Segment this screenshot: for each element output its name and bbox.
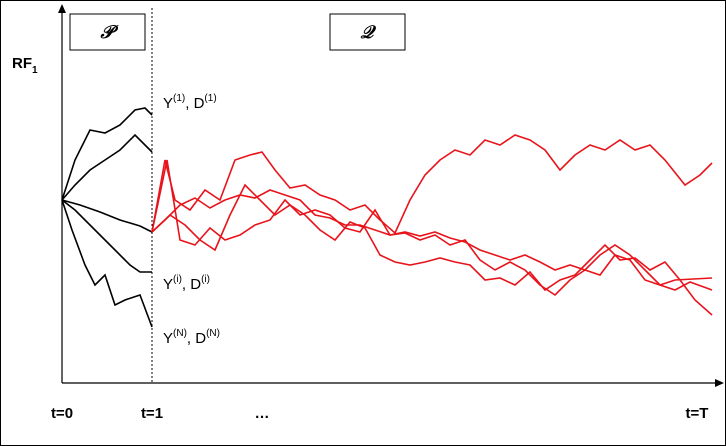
x-label: t=1 <box>141 405 163 422</box>
label-part: Y <box>163 330 173 347</box>
x-label: t=T <box>686 405 709 422</box>
path <box>61 107 153 201</box>
y-arrow <box>58 4 66 13</box>
panel-box <box>69 13 146 51</box>
label-part: (N) <box>173 328 187 339</box>
path <box>61 133 153 201</box>
label-part: (i) <box>173 274 182 285</box>
path <box>61 199 153 328</box>
path <box>61 199 152 273</box>
path <box>61 199 153 233</box>
label-part: (N) <box>206 328 220 339</box>
x-label: … <box>255 405 270 422</box>
path <box>151 189 713 291</box>
path <box>151 183 713 316</box>
path <box>151 159 713 297</box>
panel-box <box>329 13 406 51</box>
label-part: , D <box>185 95 204 112</box>
label-part: Y <box>163 95 173 112</box>
path-label: Y(i), D(i) <box>163 274 210 293</box>
label-part: (1) <box>173 93 185 104</box>
y-axis-label: RF1 <box>12 55 38 76</box>
path-label: Y(1), D(1) <box>163 93 217 112</box>
label-part: (i) <box>201 274 210 285</box>
path <box>151 134 713 235</box>
panel-label: 𝒬 <box>361 22 377 43</box>
x-label: t=0 <box>51 405 73 422</box>
y-label-sub: 1 <box>32 65 38 76</box>
label-part: , D <box>182 276 201 293</box>
path-label: Y(N), D(N) <box>163 328 220 347</box>
label-part: , D <box>187 330 206 347</box>
x-arrow <box>715 379 724 387</box>
label-part: Y <box>163 276 173 293</box>
label-part: (1) <box>204 93 216 104</box>
y-label-main: RF <box>12 55 32 72</box>
